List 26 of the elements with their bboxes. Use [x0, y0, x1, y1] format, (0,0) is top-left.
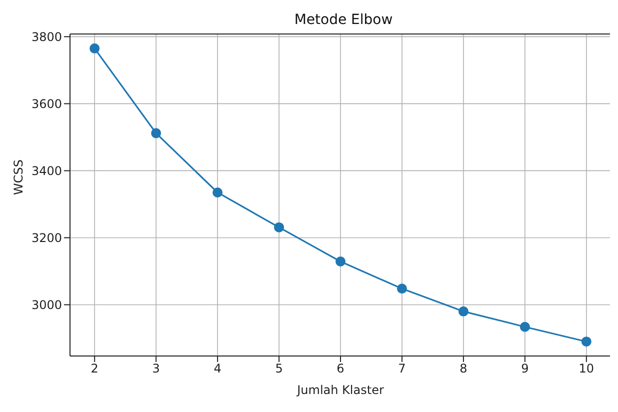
- x-tick-label: 5: [275, 362, 283, 376]
- x-tick-label: 3: [152, 362, 160, 376]
- point: [151, 128, 162, 138]
- y-tick-label: 3200: [31, 230, 62, 245]
- point: [520, 322, 530, 332]
- x-tick-label: 8: [460, 362, 468, 376]
- point: [396, 284, 407, 294]
- y-axis-title: WCSS: [11, 160, 26, 195]
- x-tick-label: 10: [578, 362, 594, 376]
- x-tick-label: 9: [521, 362, 529, 376]
- x-axis-title: Jumlah Klaster: [296, 383, 384, 397]
- point: [90, 43, 100, 54]
- x-tick-label: 7: [398, 362, 406, 376]
- y-tick-label: 3600: [31, 96, 62, 111]
- chart-title: Metode Elbow: [293, 12, 394, 28]
- y-tick-label: 3800: [31, 30, 62, 44]
- point: [581, 336, 592, 347]
- point: [212, 187, 223, 198]
- point: [336, 256, 346, 267]
- y-tick-label: 3000: [31, 298, 62, 312]
- x-tick-label: 2: [90, 362, 98, 376]
- y-tick-label: 3400: [31, 164, 62, 178]
- point: [458, 306, 468, 316]
- point: [274, 222, 284, 232]
- x-tick-label: 6: [336, 362, 344, 376]
- x-tick-label: 4: [214, 362, 222, 376]
